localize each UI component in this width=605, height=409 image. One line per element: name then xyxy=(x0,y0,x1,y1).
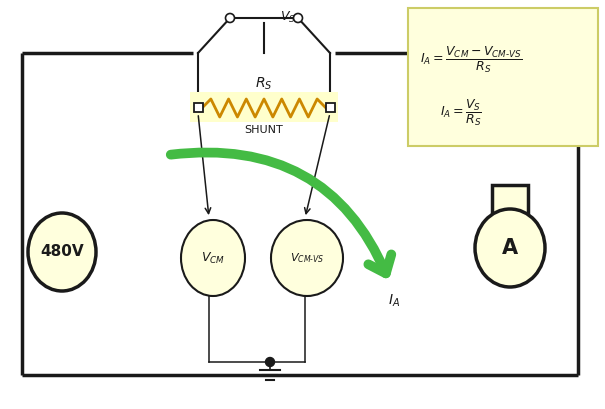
Text: $I_A = \dfrac{V_S}{R_S}$: $I_A = \dfrac{V_S}{R_S}$ xyxy=(440,98,482,128)
Text: $I_A$: $I_A$ xyxy=(388,293,400,309)
Bar xyxy=(492,185,528,235)
Ellipse shape xyxy=(181,220,245,296)
Ellipse shape xyxy=(28,213,96,291)
Text: SHUNT: SHUNT xyxy=(244,125,283,135)
Text: $V_{CM}$: $V_{CM}$ xyxy=(201,250,225,265)
Circle shape xyxy=(226,13,235,22)
Bar xyxy=(326,103,335,112)
Circle shape xyxy=(266,357,275,366)
FancyArrowPatch shape xyxy=(171,153,391,273)
Text: $V_{CM\text{-}VS}$: $V_{CM\text{-}VS}$ xyxy=(290,251,324,265)
Bar xyxy=(190,92,338,122)
Bar xyxy=(408,8,598,146)
Circle shape xyxy=(293,13,302,22)
Text: $R_S$: $R_S$ xyxy=(255,76,273,92)
Text: $I_A = \dfrac{V_{CM} - V_{CM\text{-}VS}}{R_S}$: $I_A = \dfrac{V_{CM} - V_{CM\text{-}VS}}… xyxy=(420,45,523,75)
Bar xyxy=(194,103,203,112)
Ellipse shape xyxy=(475,209,545,287)
Text: 480V: 480V xyxy=(40,245,84,259)
Ellipse shape xyxy=(271,220,343,296)
Text: A: A xyxy=(502,238,518,258)
Text: $V_S$: $V_S$ xyxy=(280,9,296,25)
